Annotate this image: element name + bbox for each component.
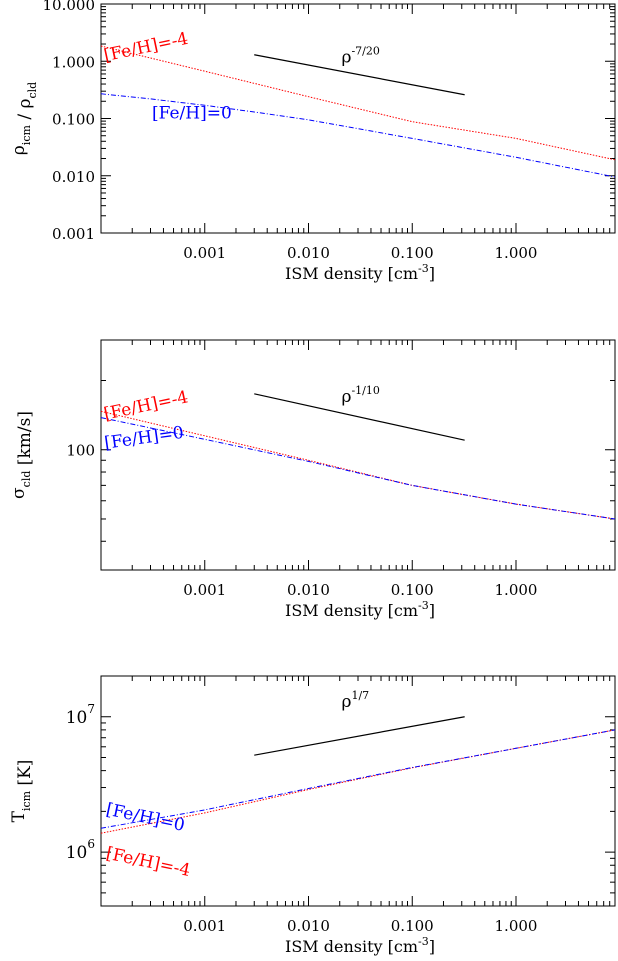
x-tick-label: 1.000 [495, 581, 538, 599]
x-tick-label: 1.000 [495, 244, 538, 262]
x-axis-label: ISM density [cm-3] [285, 935, 435, 956]
series-annotation-1: [Fe/H]=-4 [102, 387, 190, 424]
slope-line [254, 393, 465, 441]
x-axis-label: ISM density [cm-3] [285, 262, 435, 283]
x-axis-label: ISM density [cm-3] [285, 599, 435, 620]
series-annotation-2: [Fe/H]=-4 [104, 844, 192, 881]
series-line-1 [101, 45, 615, 161]
slope-label: ρ-1/10 [341, 384, 379, 407]
y-tick-label: 107 [66, 702, 95, 728]
series-line-1 [101, 729, 615, 834]
y-tick-label: 0.010 [52, 168, 95, 186]
x-tick-label: 1.000 [495, 917, 538, 935]
slope-line [254, 716, 465, 756]
plot-frame [100, 339, 616, 571]
slope-label: ρ-7/20 [341, 45, 379, 68]
y-tick-label: 100 [66, 442, 95, 460]
x-tick-label: 0.010 [287, 917, 330, 935]
series-annotation-2: [Fe/H]=0 [152, 104, 232, 124]
panel-1: 0.001 0.010 0.100 1.000 0.001 0.010 0.100 1.000… [9, 0, 616, 283]
x-tick-label: 0.100 [391, 917, 434, 935]
x-tick-label: 0.001 [183, 917, 226, 935]
y-tick-label: 0.001 [52, 225, 95, 243]
y-axis-label: ρicm / ρcld [9, 82, 39, 155]
y-tick-label: 1.000 [52, 53, 95, 71]
x-tick-label: 0.100 [391, 581, 434, 599]
y-tick-label: 106 [66, 837, 95, 863]
series-annotation-1: [Fe/H]=-4 [102, 29, 190, 66]
series-line-2 [101, 417, 615, 520]
slope-label: ρ1/7 [341, 689, 369, 712]
x-tick-label: 0.001 [183, 244, 226, 262]
y-tick-label: 0.100 [52, 111, 95, 129]
series-line-2 [101, 93, 615, 178]
panel-2: 0.001 0.010 0.100 1.000 100 ISM density [cm-3… [9, 339, 616, 620]
y-axis-label: Ticm [K] [9, 760, 35, 823]
x-tick-label: 0.001 [183, 581, 226, 599]
x-tick-label: 0.010 [287, 244, 330, 262]
panel-3: 0.001 0.010 0.100 1.000 106 107 ISM density [c… [9, 675, 616, 956]
slope-line [254, 54, 465, 96]
x-tick-label: 0.010 [287, 581, 330, 599]
y-tick-label: 10.000 [43, 0, 96, 14]
series-line-2 [101, 729, 615, 829]
series-annotation-2: [Fe/H]=0 [103, 423, 185, 454]
x-tick-label: 0.100 [391, 244, 434, 262]
y-axis-label: σcld [km/s] [9, 411, 35, 499]
